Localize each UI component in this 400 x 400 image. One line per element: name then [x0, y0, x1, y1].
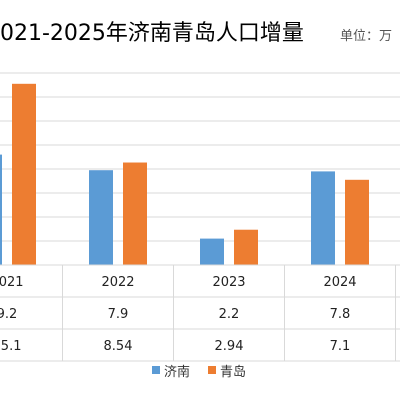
chart-subtitle: 单位：万	[340, 29, 392, 44]
bar-qingdao-2022	[123, 162, 147, 265]
bar-jinan-2022	[89, 170, 113, 265]
legend: 济南 青岛	[152, 364, 246, 380]
category-label: 2022	[101, 275, 134, 290]
bar-qingdao-2023	[234, 229, 258, 265]
table-cell-qingdao: 2.94	[215, 339, 244, 354]
legend-label-jinan: 济南	[164, 364, 190, 380]
bars	[0, 83, 369, 265]
legend-swatch-jinan	[152, 366, 160, 374]
category-label: 2021	[0, 275, 24, 290]
table-cell-jinan: 9.2	[0, 307, 17, 322]
table-cell-qingdao: 15.1	[0, 339, 21, 354]
category-label: 2023	[212, 275, 245, 290]
data-table: 2021 9.2 15.1 2022 7.9 8.54 2023 2.2 2.94 2024 7.8…	[0, 264, 400, 362]
table-cell-jinan: 7.8	[330, 307, 351, 322]
table-cell-qingdao: 8.54	[104, 339, 133, 354]
gridlines	[0, 72, 400, 266]
legend-swatch-qingdao	[208, 366, 216, 374]
category-label: 2024	[323, 275, 356, 290]
legend-label-qingdao: 青岛	[220, 364, 246, 380]
bar-jinan-2023	[200, 238, 224, 265]
table-cell-jinan: 2.2	[219, 307, 240, 322]
table-cell-qingdao: 7.1	[330, 339, 351, 354]
table-cell-jinan: 7.9	[108, 307, 129, 322]
bar-jinan-2024	[311, 171, 335, 265]
bar-qingdao-2021	[12, 83, 36, 265]
bar-jinan-2021	[0, 154, 2, 265]
chart-title: 2021-2025年济南青岛人口增量	[0, 21, 304, 46]
bar-qingdao-2024	[345, 179, 369, 265]
